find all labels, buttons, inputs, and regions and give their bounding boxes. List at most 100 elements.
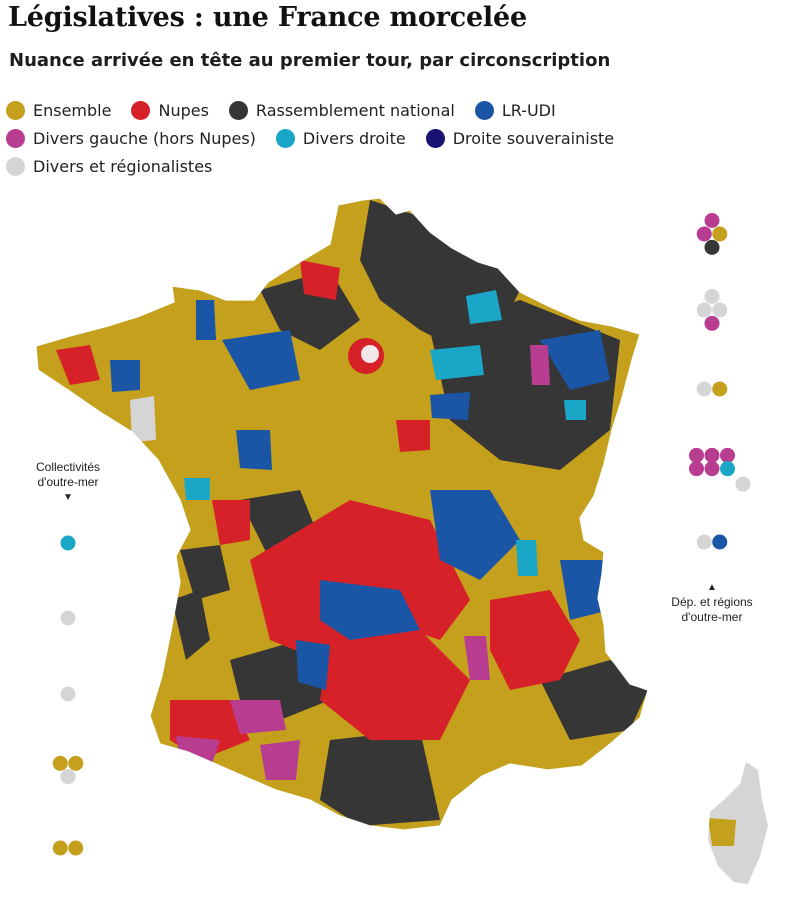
legend-item-nupes: Nupes (131, 100, 209, 120)
region-dvg-moselle (530, 345, 550, 385)
region-lr-cantal (296, 640, 330, 690)
page-subtitle: Nuance arrivée en tête au premier tour, … (9, 50, 611, 71)
region-dvg-ardeche (464, 636, 490, 680)
legend-label: LR-UDI (501, 100, 556, 120)
legend-swatch (6, 100, 25, 120)
collectivites-label-line1: Collectivités (35, 460, 101, 474)
page-title: Législatives : une France morcelée (8, 2, 527, 33)
region-paris-centre (361, 345, 379, 363)
legend-swatch (6, 128, 25, 148)
region-lr-bourgogne (430, 490, 520, 580)
legend-item-lr-udi: LR-UDI (474, 100, 556, 120)
france-mainland (36, 198, 648, 830)
outre-mer-dot (60, 769, 76, 785)
outre-mer-dot (712, 302, 728, 318)
outre-mer-dot (68, 755, 84, 771)
region-nupes-vendee (212, 500, 250, 545)
legend-row: Divers et régionalistes (6, 152, 706, 180)
outre-mer-dot (704, 213, 720, 228)
outre-mer-dot (689, 447, 704, 463)
region-div-bretagne (130, 396, 156, 442)
region-nupes-seine (300, 260, 340, 300)
outre-mer-dot (696, 302, 712, 318)
outre-mer-dot (52, 755, 68, 771)
corsica-ensemble (708, 818, 736, 846)
outre-mer-dot (704, 447, 720, 463)
outre-mer-dot (60, 686, 76, 702)
region-dvd-loire-atlantique (184, 478, 210, 500)
outre-mer-dot (712, 534, 728, 550)
legend-swatch (6, 156, 25, 176)
legend-swatch (131, 100, 151, 120)
region-dvd-ardennes (466, 290, 502, 324)
legend-label: Divers droite (302, 128, 406, 148)
region-lr-cotentin (196, 300, 216, 340)
region-nupes-bretagne (56, 345, 100, 385)
down-arrow-icon: ▼ (63, 492, 73, 503)
legend-label: Rassemblement national (255, 100, 455, 120)
legend-item-divers-droite: Divers droite (275, 128, 406, 148)
legend-label: Divers gauche (hors Nupes) (33, 128, 256, 148)
region-rn-charente (180, 545, 230, 600)
outre-mer-dot (704, 289, 720, 304)
outre-mer-dot (720, 447, 735, 463)
region-nupes-massif (320, 630, 470, 740)
legend-item-divers-regionalistes: Divers et régionalistes (6, 156, 213, 176)
region-lr-manche (222, 330, 300, 390)
legend-item-divers-gauche: Divers gauche (hors Nupes) (6, 128, 256, 148)
up-arrow-icon: ▲ (707, 582, 717, 593)
outre-mer-dot (704, 239, 720, 255)
region-dvg-pyrenees (260, 740, 300, 780)
region-dvg-gers (230, 700, 286, 734)
region-lr-alsace (540, 330, 610, 390)
outre-mer-dot (712, 226, 728, 242)
dep-regions-label-line1: Dép. et régions (671, 595, 753, 609)
outre-mer-dot (689, 461, 704, 477)
collectivites-outre-mer-dots (52, 535, 84, 856)
legend-item-droite-souverainiste: Droite souverainiste (425, 128, 614, 148)
region-dvd-marne (430, 345, 484, 380)
outre-mer-dot (712, 381, 728, 397)
dep-regions-label: ▲ Dép. et régions d'outre-mer (660, 580, 764, 625)
region-nupes-loiret (396, 420, 430, 452)
outre-mer-dot (704, 461, 720, 477)
legend-row: Ensemble Nupes Rassemblement national LR… (6, 96, 706, 124)
legend-item-ensemble: Ensemble (6, 100, 112, 120)
dep-regions-label-line2: d'outre-mer (681, 610, 743, 624)
legend-label: Nupes (158, 100, 209, 120)
legend-label: Divers et régionalistes (33, 156, 213, 176)
outre-mer-dot (696, 226, 712, 242)
corsica (708, 762, 768, 884)
legend-swatch (228, 100, 248, 120)
outre-mer-dot (704, 315, 720, 331)
outre-mer-dot (720, 461, 735, 477)
collectivites-label: Collectivités d'outre-mer ▼ (20, 460, 116, 505)
outre-mer-dot (735, 476, 751, 492)
region-dvd-ain (516, 540, 538, 576)
outre-mer-dot (696, 381, 712, 397)
outre-mer-dot (60, 535, 76, 551)
region-rn-paca (540, 660, 648, 740)
region-nupes-rhone (490, 590, 580, 690)
legend: Ensemble Nupes Rassemblement national LR… (6, 96, 706, 180)
outre-mer-dot (52, 840, 68, 856)
legend-label: Ensemble (33, 100, 112, 120)
outre-mer-dot (60, 610, 76, 626)
legend-swatch (275, 128, 295, 148)
region-lr-cotes (110, 360, 140, 392)
outre-mer-dot (68, 840, 84, 856)
region-rn-occitanie (320, 730, 440, 826)
departements-outre-mer-dots (689, 213, 751, 550)
region-lr-savoie (560, 560, 610, 620)
region-dvg-landes (176, 736, 220, 770)
region-lr-champagne (430, 392, 470, 420)
region-rn-gironde (172, 590, 210, 660)
region-dvd-vosges (564, 400, 586, 420)
legend-item-rn: Rassemblement national (228, 100, 455, 120)
region-lr-sarthe (236, 430, 272, 470)
legend-row: Divers gauche (hors Nupes) Divers droite… (6, 124, 706, 152)
legend-swatch (425, 128, 445, 148)
outre-mer-dot (696, 534, 712, 550)
collectivites-label-line2: d'outre-mer (37, 475, 99, 489)
